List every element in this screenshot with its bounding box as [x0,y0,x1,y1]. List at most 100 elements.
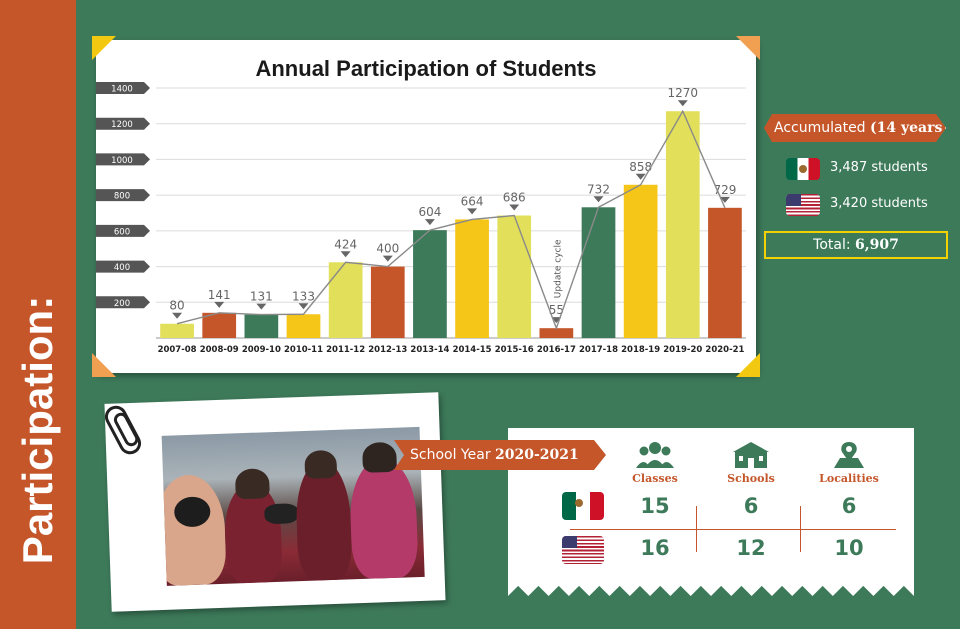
x-tick-label: 2009-10 [242,345,281,355]
x-tick-label: 2017-18 [579,345,618,355]
bar [413,230,447,338]
table-divider [696,506,697,552]
trend-line [176,109,726,331]
usa-flag-icon [786,194,820,216]
total-box: Total: 6,907 [764,231,948,259]
accumulated-banner: Accumulated (14 years) [764,114,946,142]
accumulated-period: (14 years) [870,120,950,136]
x-tick-label: 2020-21 [705,345,744,355]
x-tick-label: 2008-09 [200,345,239,355]
data-label: 424 [334,237,357,251]
data-label: 1270 [668,86,699,100]
data-label: 732 [587,182,610,196]
chart-title: Annual Participation of Students [255,56,597,81]
y-tick-label: 800 [114,192,130,202]
mexico-localities: 6 [841,494,857,518]
usa-schools: 12 [736,536,766,560]
chart-card: Annual Participation of Students 200 400 6… [92,36,760,377]
bar [581,207,616,338]
value-marker [214,301,225,308]
x-tick-label: 2014-15 [453,345,492,355]
value-marker [551,317,562,324]
total-label: Total: [813,237,851,253]
bar [497,215,532,338]
y-tick-tab [96,117,150,130]
data-label: 55 [549,303,564,317]
bar [665,111,700,338]
value-marker [593,196,604,203]
x-tick-label: 2007-08 [158,345,197,355]
mexico-students: 3,487 students [830,160,928,175]
table-divider [800,506,801,552]
bar [455,219,489,338]
x-tick-label: 2015-16 [495,345,534,355]
mexico-classes: 15 [640,494,670,518]
table-divider [570,529,896,530]
value-marker [509,204,520,211]
corner-decoration [736,353,760,377]
column-label: Classes [632,472,678,485]
x-tick-label: 2011-12 [326,345,365,355]
data-label: 80 [169,299,184,313]
bar [539,328,574,338]
x-tick-label: 2018-19 [621,345,660,355]
y-tick-label: 400 [114,263,130,273]
bar [160,323,194,338]
mexico-flag-icon [562,492,604,520]
x-tick-label: 2013-14 [410,345,449,355]
usa-students: 3,420 students [830,196,928,211]
y-tick-tab [96,224,150,237]
column-label: Localities [819,472,879,485]
data-label: 141 [208,288,231,302]
bar [286,314,321,338]
data-label: 664 [461,194,484,208]
data-label: 400 [376,242,399,256]
bar [244,314,279,338]
value-marker [340,251,351,258]
data-label: 133 [292,289,315,303]
data-label: 604 [418,205,441,219]
y-tick-label: 1400 [111,85,133,95]
y-tick-tab [96,296,150,309]
annotation-label: Update cycle [553,239,563,298]
value-marker [298,303,309,310]
corner-decoration [736,36,760,60]
data-label: 686 [503,191,526,205]
bar [202,312,237,338]
students-photo [161,426,425,586]
data-label: 858 [629,160,652,174]
accumulated-label: Accumulated [774,120,866,136]
usa-classes: 16 [640,536,670,560]
x-tick-label: 2010-11 [284,345,323,355]
x-tick-label: 2012-13 [368,345,407,355]
y-tick-label: 1000 [111,156,133,166]
mexico-schools: 6 [743,494,759,518]
y-tick-tab [96,189,150,202]
corner-decoration [92,353,116,377]
column-label: Schools [727,472,775,485]
y-tick-label: 200 [114,299,130,309]
school-icon [733,442,769,468]
value-marker [382,255,393,262]
y-tick-label: 600 [114,227,130,237]
value-marker [467,208,478,215]
column-localities: Localities [809,440,889,485]
side-title: Participation: [14,295,61,565]
value-marker [635,173,646,180]
value-marker [172,312,183,319]
y-tick-tab [96,153,150,166]
school-year-banner: School Year 2020-2021 [394,440,606,470]
corner-decoration [92,36,116,60]
y-tick-tab [96,82,150,94]
value-marker [256,303,267,310]
value-marker [677,100,688,107]
usa-flag-icon [562,536,604,564]
y-tick-tab [96,260,150,273]
x-tick-label: 2019-20 [663,345,702,355]
school-year-label: School Year [410,447,491,463]
bar [623,184,658,338]
mexico-flag-icon [786,158,820,180]
value-marker [719,196,730,203]
x-tick-label: 2016-17 [537,345,576,355]
total-value: 6,907 [855,237,899,253]
